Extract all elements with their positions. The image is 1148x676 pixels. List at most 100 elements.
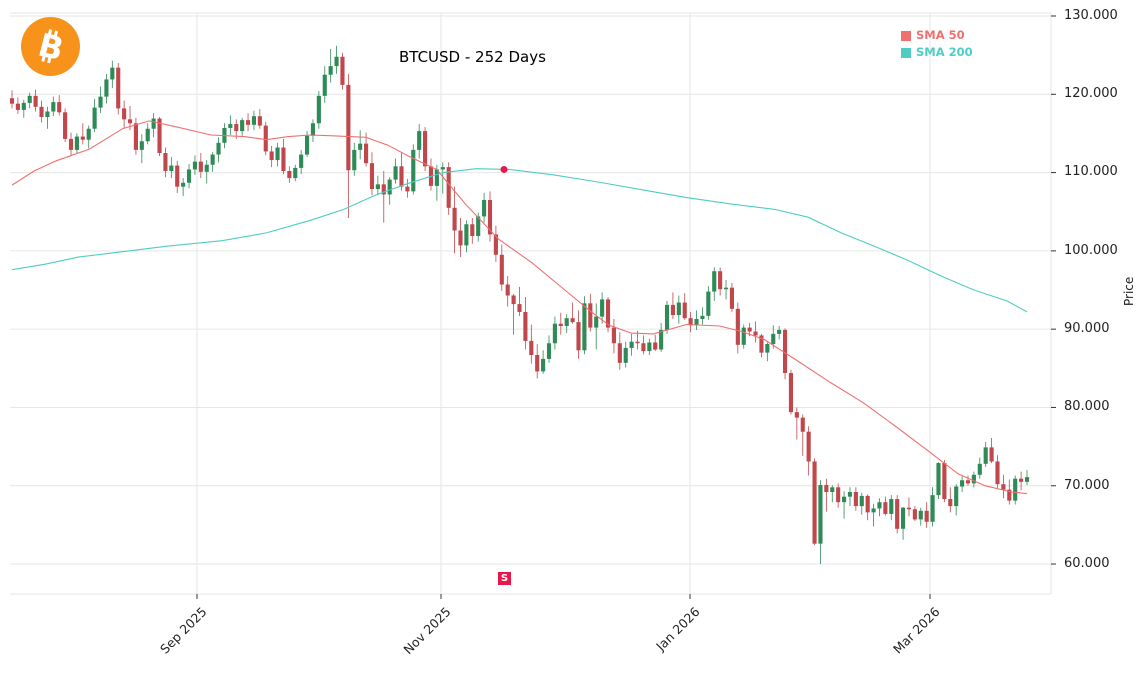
candle-body: [417, 131, 422, 150]
candle-body: [1001, 484, 1006, 490]
candle-body: [570, 318, 575, 323]
sma-line-sma50: [11, 120, 1028, 495]
candle-body: [605, 299, 611, 328]
candle-body: [322, 74, 327, 96]
candle-body: [411, 149, 416, 192]
candle-body: [960, 480, 965, 487]
candle-body: [670, 304, 675, 316]
y-tick-label: 130.000: [1064, 8, 1118, 23]
candle-body: [216, 142, 221, 155]
candle-body: [387, 179, 392, 195]
candle-body: [765, 344, 770, 353]
candle-body: [80, 136, 85, 140]
candle-body: [918, 510, 923, 520]
candle-body: [104, 79, 109, 97]
candle-body: [316, 95, 321, 124]
candle-body: [824, 484, 829, 493]
candle-body: [328, 66, 333, 75]
candle-body: [830, 487, 835, 493]
candle-body: [517, 304, 522, 312]
candle-body: [281, 147, 286, 172]
candle-body: [641, 343, 646, 352]
candle-body: [399, 166, 404, 187]
candle-body: [877, 502, 882, 509]
candle-body: [582, 303, 587, 351]
candle-body: [352, 149, 357, 171]
candle-body: [782, 329, 788, 374]
candle-body: [659, 329, 664, 350]
candle-body: [865, 495, 870, 513]
y-tick-label: 110.000: [1064, 164, 1118, 179]
candle-body: [39, 106, 44, 117]
candle-body: [741, 327, 746, 345]
candle-body: [523, 311, 528, 341]
candle-body: [375, 184, 380, 190]
candle-body: [871, 508, 876, 513]
candle-body: [841, 496, 847, 503]
candle-body: [718, 271, 723, 290]
candle-body: [487, 199, 493, 235]
candle-body: [21, 102, 26, 110]
candle-body: [393, 166, 398, 180]
candle-body: [883, 502, 888, 514]
candle-body: [853, 492, 858, 507]
candle-body: [723, 287, 729, 290]
candle-body: [145, 128, 150, 142]
candle-body: [186, 169, 192, 183]
candle-body: [977, 463, 982, 475]
bitcoin-logo: B: [21, 17, 80, 76]
candle-body: [700, 315, 705, 319]
candle-body: [493, 234, 498, 255]
candle-body: [198, 161, 203, 172]
candle-body: [800, 417, 805, 432]
candle-body: [906, 507, 912, 510]
y-tick-label: 80.000: [1064, 399, 1110, 414]
candle-body: [334, 56, 339, 67]
candle-body: [251, 116, 257, 125]
candle-body: [204, 164, 209, 172]
candle-body: [293, 167, 298, 179]
candle-body: [936, 463, 941, 496]
candle-body: [364, 143, 369, 164]
candle-body: [759, 335, 764, 353]
candle-body: [299, 154, 304, 168]
candle-body: [74, 136, 79, 150]
candle-body: [924, 510, 929, 522]
candle-body: [57, 102, 62, 113]
candle-body: [901, 507, 906, 529]
candle-body: [470, 224, 475, 236]
candle-body: [499, 254, 504, 285]
candle-body: [889, 499, 894, 514]
candle-body: [45, 111, 50, 117]
candle-body: [753, 331, 758, 336]
candle-body: [635, 341, 640, 344]
candle-body: [859, 495, 864, 507]
candle-body: [912, 509, 917, 520]
candle-body: [930, 495, 935, 522]
candle-body: [110, 67, 115, 80]
candle-body: [942, 463, 947, 500]
candle-body: [777, 329, 782, 334]
candle-body: [68, 138, 74, 150]
candle-body: [423, 131, 428, 167]
candle-body: [948, 499, 953, 507]
candle-body: [600, 299, 605, 317]
candle-body: [257, 116, 262, 126]
candle-body: [546, 343, 552, 359]
candle-body: [1024, 477, 1030, 482]
candle-body: [812, 461, 817, 544]
candle-body: [983, 447, 988, 464]
candle-body: [653, 342, 658, 350]
candle-body: [588, 303, 593, 328]
candle-body: [346, 84, 351, 171]
y-tick-label: 70.000: [1064, 478, 1110, 493]
candle-body: [729, 287, 735, 309]
candle-body: [310, 123, 316, 136]
candle-body: [369, 163, 375, 190]
chart-legend: SMA 50 SMA 200: [901, 27, 973, 61]
candle-body: [175, 165, 180, 187]
candle-body: [15, 103, 20, 110]
candle-body: [122, 108, 127, 120]
candle-body: [476, 216, 481, 236]
